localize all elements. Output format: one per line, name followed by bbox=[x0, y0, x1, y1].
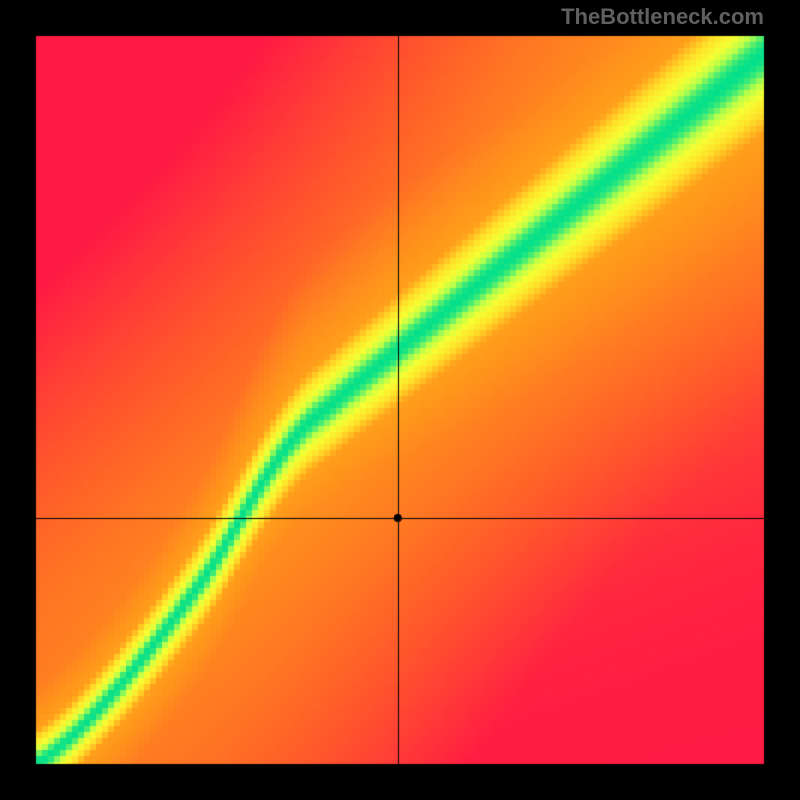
watermark-text: TheBottleneck.com bbox=[561, 4, 764, 30]
chart-root: TheBottleneck.com bbox=[0, 0, 800, 800]
heatmap-canvas bbox=[0, 0, 800, 800]
